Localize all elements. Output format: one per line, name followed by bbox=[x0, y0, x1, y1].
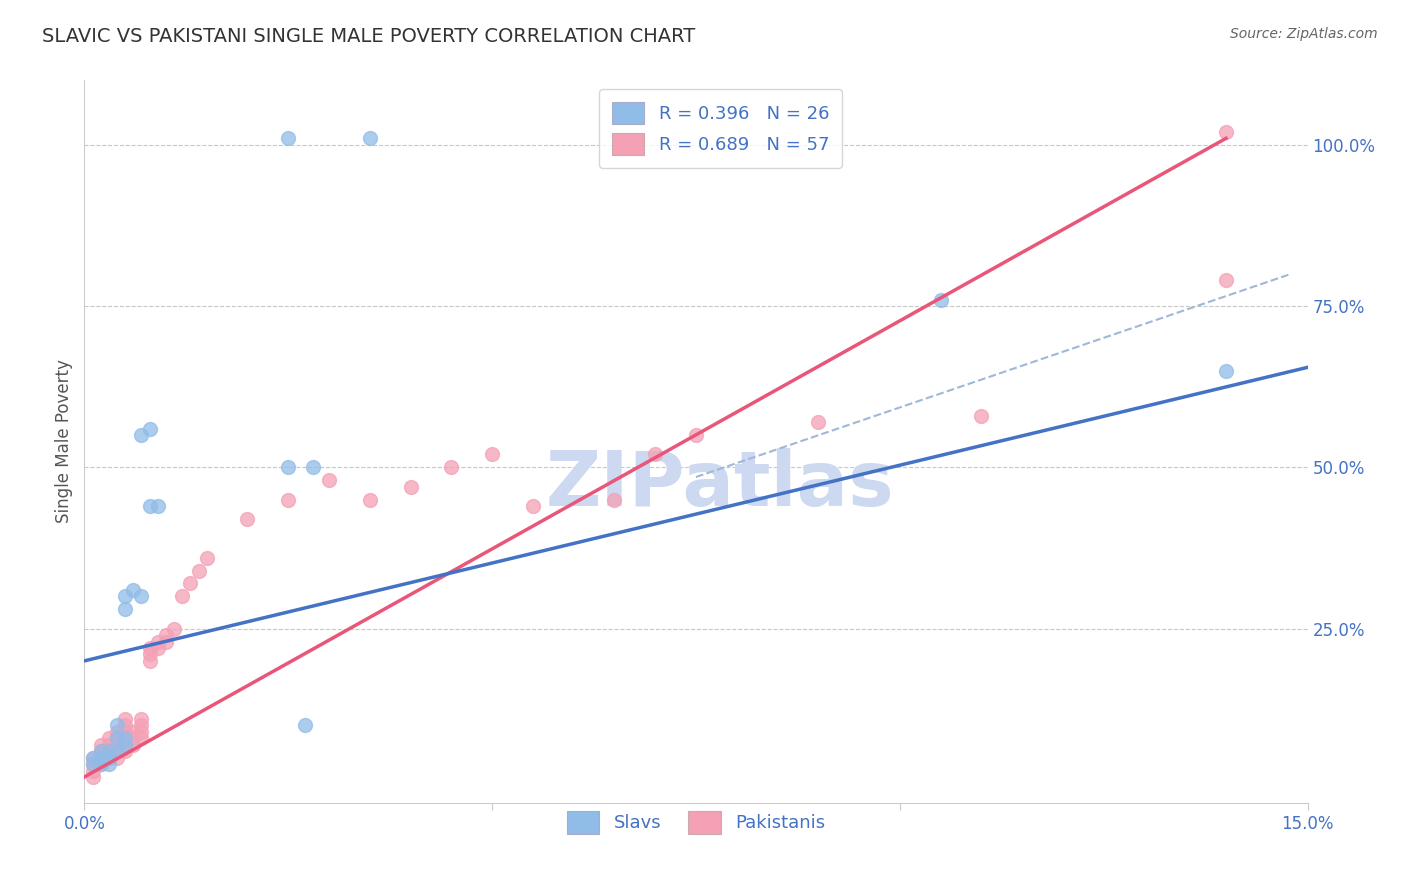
Point bbox=[481, 447, 503, 461]
Point bbox=[105, 718, 128, 732]
Point bbox=[318, 473, 340, 487]
Point bbox=[1215, 273, 1237, 287]
Point bbox=[82, 757, 104, 772]
Point bbox=[138, 499, 160, 513]
Point bbox=[195, 550, 218, 565]
Point bbox=[155, 628, 177, 642]
Point bbox=[155, 634, 177, 648]
Point bbox=[301, 460, 323, 475]
Point bbox=[522, 499, 544, 513]
Point bbox=[970, 409, 993, 423]
Point bbox=[131, 731, 153, 746]
Point bbox=[105, 744, 128, 758]
Point bbox=[122, 731, 145, 746]
Point bbox=[163, 622, 186, 636]
Point bbox=[90, 750, 112, 764]
Point bbox=[929, 293, 952, 307]
Point bbox=[97, 750, 120, 764]
Point bbox=[97, 750, 120, 764]
Point bbox=[90, 750, 112, 764]
Point bbox=[138, 640, 160, 655]
Point bbox=[97, 744, 120, 758]
Point bbox=[146, 634, 169, 648]
Point bbox=[236, 512, 259, 526]
Point bbox=[105, 724, 128, 739]
Point bbox=[122, 582, 145, 597]
Point bbox=[114, 718, 136, 732]
Point bbox=[90, 744, 112, 758]
Text: ZIPatlas: ZIPatlas bbox=[546, 448, 894, 522]
Point bbox=[138, 422, 160, 436]
Point bbox=[97, 731, 120, 746]
Point bbox=[114, 724, 136, 739]
Point bbox=[82, 764, 104, 778]
Point bbox=[82, 750, 104, 764]
Point bbox=[138, 648, 160, 662]
Point bbox=[277, 131, 299, 145]
Point bbox=[82, 750, 104, 764]
Point bbox=[82, 757, 104, 772]
Point bbox=[114, 731, 136, 746]
Point bbox=[172, 590, 194, 604]
Point bbox=[122, 738, 145, 752]
Legend: Slavs, Pakistanis: Slavs, Pakistanis bbox=[555, 801, 837, 845]
Point bbox=[105, 731, 128, 746]
Point bbox=[294, 718, 316, 732]
Point bbox=[277, 492, 299, 507]
Point bbox=[359, 492, 381, 507]
Point bbox=[114, 602, 136, 616]
Point bbox=[807, 415, 830, 429]
Point bbox=[603, 492, 626, 507]
Point bbox=[131, 712, 153, 726]
Point bbox=[97, 757, 120, 772]
Point bbox=[105, 750, 128, 764]
Point bbox=[131, 718, 153, 732]
Point bbox=[114, 744, 136, 758]
Point bbox=[90, 738, 112, 752]
Point bbox=[685, 428, 707, 442]
Point bbox=[114, 738, 136, 752]
Point bbox=[138, 654, 160, 668]
Point bbox=[114, 731, 136, 746]
Point bbox=[114, 738, 136, 752]
Point bbox=[82, 770, 104, 784]
Point bbox=[131, 724, 153, 739]
Point bbox=[122, 724, 145, 739]
Point bbox=[440, 460, 463, 475]
Point bbox=[105, 738, 128, 752]
Text: Source: ZipAtlas.com: Source: ZipAtlas.com bbox=[1230, 27, 1378, 41]
Point bbox=[105, 731, 128, 746]
Point bbox=[97, 738, 120, 752]
Point bbox=[90, 757, 112, 772]
Point bbox=[146, 640, 169, 655]
Point bbox=[359, 131, 381, 145]
Point bbox=[131, 428, 153, 442]
Point bbox=[179, 576, 201, 591]
Point bbox=[131, 590, 153, 604]
Point bbox=[97, 744, 120, 758]
Text: SLAVIC VS PAKISTANI SINGLE MALE POVERTY CORRELATION CHART: SLAVIC VS PAKISTANI SINGLE MALE POVERTY … bbox=[42, 27, 696, 45]
Point bbox=[90, 744, 112, 758]
Point bbox=[1215, 363, 1237, 377]
Point bbox=[114, 712, 136, 726]
Y-axis label: Single Male Poverty: Single Male Poverty bbox=[55, 359, 73, 524]
Point bbox=[146, 499, 169, 513]
Point bbox=[90, 757, 112, 772]
Point bbox=[1215, 125, 1237, 139]
Point bbox=[114, 590, 136, 604]
Point bbox=[187, 564, 209, 578]
Point bbox=[399, 480, 422, 494]
Point bbox=[644, 447, 666, 461]
Point bbox=[277, 460, 299, 475]
Point bbox=[105, 744, 128, 758]
